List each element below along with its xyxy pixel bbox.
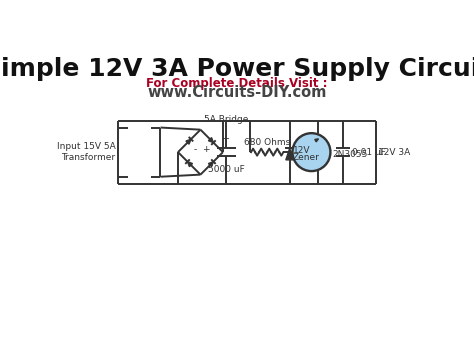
Text: 12V: 12V [292,146,310,155]
Text: Simple 12V 3A Power Supply Circuit: Simple 12V 3A Power Supply Circuit [0,57,474,81]
Polygon shape [186,139,191,144]
Text: www.Circuits-DIY.com: www.Circuits-DIY.com [147,86,327,100]
Text: 5A Bridge: 5A Bridge [204,115,248,124]
Polygon shape [188,162,192,167]
Text: +: + [221,135,229,144]
Text: Zener: Zener [292,153,319,162]
Text: -: - [193,145,197,154]
Polygon shape [209,138,213,143]
Text: 12V 3A: 12V 3A [378,148,410,156]
Polygon shape [286,148,293,160]
Text: 0.01 uF: 0.01 uF [352,148,386,156]
Text: 5000 uF: 5000 uF [208,165,245,174]
Text: +: + [202,145,210,154]
Circle shape [292,133,330,171]
Text: 2N3055: 2N3055 [333,150,368,160]
Text: Input 15V 5A
Transformer: Input 15V 5A Transformer [57,142,116,162]
Polygon shape [209,162,213,167]
Polygon shape [315,139,319,142]
Text: For Complete Details Visit :: For Complete Details Visit : [146,77,328,90]
Text: 680 Ohms: 680 Ohms [244,138,291,146]
